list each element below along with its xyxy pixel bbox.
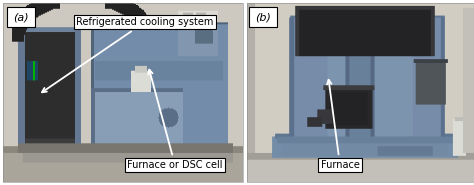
Text: (a): (a)	[13, 12, 29, 22]
Bar	[249, 7, 277, 27]
Bar	[243, 0, 247, 185]
Text: (b): (b)	[255, 12, 271, 22]
Text: Refrigerated cooling system: Refrigerated cooling system	[42, 17, 214, 92]
Bar	[7, 7, 35, 27]
Text: Furnace or DSC cell: Furnace or DSC cell	[127, 70, 223, 170]
Bar	[3, 3, 243, 182]
Bar	[247, 3, 474, 182]
Text: Furnace: Furnace	[320, 80, 359, 170]
